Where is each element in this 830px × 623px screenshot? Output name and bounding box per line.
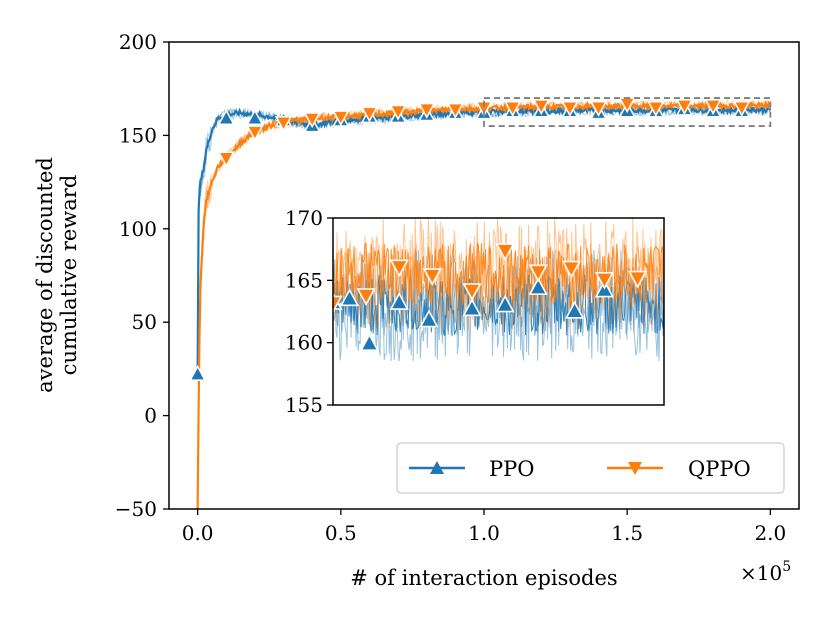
legend-marker-ppo	[430, 461, 444, 474]
y-tick-label-4: 150	[119, 123, 157, 147]
marker-qppo-18	[733, 101, 751, 117]
zoom-region-box	[483, 97, 772, 127]
inset-y-tick-label-3: 170	[285, 206, 323, 230]
inset-series-markers	[333, 243, 648, 352]
inset-y-tick-label-2: 165	[285, 268, 323, 292]
inset-trace-ppo-2	[333, 274, 664, 336]
y-axis-ticks: −50 0 50 100 150 200	[115, 30, 169, 521]
inset-marker-qppo-6	[528, 264, 548, 283]
legend: PPO QPPO	[396, 442, 785, 494]
inset-trace-qppo-2	[333, 242, 664, 306]
marker-qppo-2	[274, 115, 293, 132]
inset-marker-ppo-7	[528, 277, 548, 295]
x-axis-ticks: 0.0 0.5 1.0 1.5 2.0	[182, 509, 786, 545]
inset-marker-ppo-2	[359, 333, 380, 352]
inset-marker-qppo-4	[462, 283, 482, 301]
inset-frame	[332, 217, 665, 406]
legend-label-qppo: QPPO	[688, 457, 751, 481]
marker-qppo-4	[332, 110, 350, 127]
marker-qppo-16	[675, 99, 694, 116]
inset-marker-ppo-5	[462, 298, 482, 317]
marker-qppo-8	[446, 102, 464, 119]
x-tick-label-2: 1.0	[468, 521, 500, 545]
inset-marker-qppo-7	[561, 260, 581, 279]
legend-marker-qppo	[628, 462, 642, 475]
x-axis-label: # of interaction episodes	[350, 566, 617, 590]
marker-qppo-3	[303, 112, 321, 129]
inset-marker-qppo-9	[627, 270, 648, 289]
marker-qppo-10	[504, 101, 522, 117]
y-tick-label-2: 50	[132, 310, 157, 334]
y-tick-label-1: 0	[144, 404, 157, 428]
inset-marker-qppo-2	[389, 259, 409, 278]
marker-qppo-6	[389, 104, 407, 121]
inset-y-ticks: 155 160 165 170	[285, 206, 333, 417]
x-axis-multiplier: ×105	[740, 559, 791, 585]
inset-marker-qppo-8	[594, 271, 615, 290]
marker-qppo-1	[246, 125, 264, 142]
svg-text:cumulative reward: cumulative reward	[57, 175, 81, 376]
y-axis-label: average of discounted cumulative reward	[33, 157, 81, 393]
legend-frame	[396, 442, 785, 494]
marker-ppo-1	[217, 109, 235, 125]
inset-marker-ppo-1	[339, 288, 360, 307]
marker-qppo-0	[217, 151, 235, 168]
marker-qppo-11	[532, 99, 550, 116]
y-tick-label-3: 100	[119, 217, 157, 241]
x-tick-label-4: 2.0	[754, 521, 786, 545]
marker-ppo-0	[189, 364, 207, 381]
y-tick-label-5: 200	[119, 30, 157, 54]
marker-qppo-15	[647, 101, 665, 117]
x-tick-label-3: 1.5	[611, 521, 643, 545]
x-tick-label-1: 0.5	[325, 521, 357, 545]
y-tick-label-0: −50	[115, 497, 157, 521]
marker-qppo-12	[561, 101, 579, 117]
legend-label-ppo: PPO	[489, 457, 534, 481]
marker-qppo-7	[418, 102, 436, 119]
inset-marker-ppo-3	[389, 292, 409, 310]
x-tick-label-0: 0.0	[182, 521, 214, 545]
svg-text:average of discounted: average of discounted	[33, 157, 57, 393]
inset-marker-ppo-6	[495, 294, 515, 313]
inset-marker-qppo-3	[422, 268, 442, 287]
inset-y-tick-label-1: 160	[285, 331, 323, 355]
inset-marker-qppo-5	[495, 243, 515, 262]
inset-y-tick-label-0: 155	[285, 393, 323, 417]
marker-ppo-2	[246, 109, 264, 125]
main-series-markers	[189, 97, 751, 381]
marker-qppo-5	[360, 106, 379, 123]
marker-qppo-17	[704, 99, 722, 116]
inset-marker-qppo-0	[333, 295, 343, 314]
inset-plot: 155 160 165 170	[285, 206, 665, 417]
inset-marker-ppo-4	[419, 309, 439, 328]
marker-qppo-13	[589, 101, 608, 117]
inset-marker-ppo-8	[565, 300, 585, 319]
inset-marker-qppo-1	[356, 288, 376, 306]
